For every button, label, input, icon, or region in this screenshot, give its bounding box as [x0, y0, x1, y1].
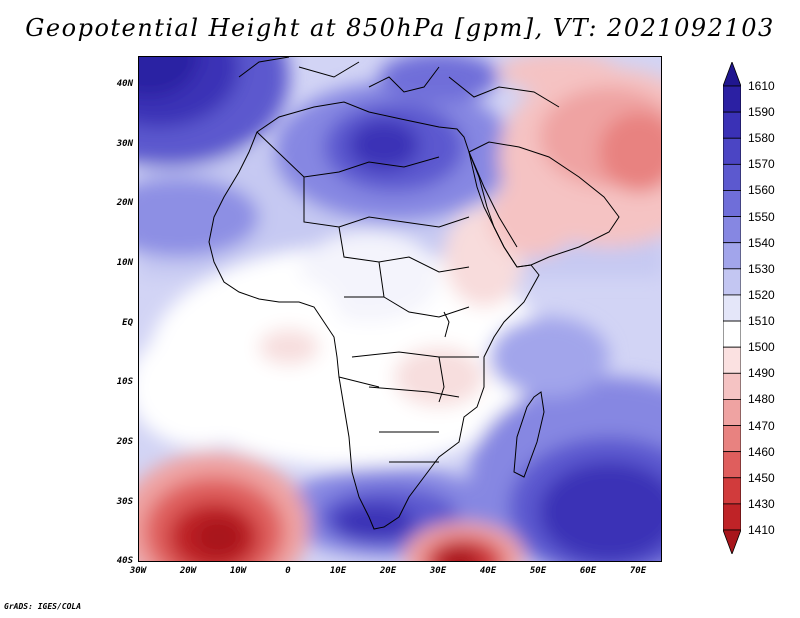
lat-label-20n: 20N [116, 198, 133, 208]
colorbar-label: 1490 [748, 366, 775, 381]
lat-label-20s: 20S [116, 437, 133, 447]
colorbar [723, 62, 741, 554]
lat-label-10s: 10S [116, 377, 133, 387]
lon-label-60e: 60E [579, 566, 597, 576]
colorbar-label: 1410 [748, 523, 775, 537]
colorbar-label: 1500 [748, 340, 775, 355]
coastlines [208, 57, 620, 530]
colorbar-label: 1610 [748, 79, 775, 93]
colorbar-top-arrow [723, 62, 741, 87]
colorbar-segment [723, 242, 741, 270]
lat-label-30n: 30N [116, 139, 133, 149]
colorbar-segment [723, 451, 741, 479]
lon-label-20e: 20E [379, 566, 397, 576]
lon-label-10w: 10W [229, 566, 247, 576]
colorbar-label: 1530 [748, 261, 775, 276]
credit-text: GrADS: IGES/COLA [4, 602, 82, 611]
colorbar-bottom-arrow [723, 529, 741, 554]
colorbar-label: 1580 [748, 131, 775, 146]
lat-label-eq: EQ [122, 318, 133, 328]
lon-label-30w: 30W [129, 566, 147, 576]
lat-label-40n: 40N [116, 79, 133, 89]
colorbar-label: 1550 [748, 209, 775, 224]
colorbar-segment [723, 320, 741, 348]
colorbar-label: 1430 [748, 496, 775, 511]
colorbar-label: 1480 [748, 392, 775, 407]
colorbar-segment [723, 294, 741, 322]
colorbar-label: 1470 [748, 418, 775, 433]
lat-label-10n: 10N [116, 258, 133, 268]
colorbar-segment [723, 346, 741, 374]
colorbar-segment [723, 85, 741, 113]
colorbar-label: 1450 [748, 470, 775, 485]
colorbar-label: 1560 [748, 183, 775, 198]
lat-label-40s: 40S [116, 556, 133, 566]
lon-label-20w: 20W [179, 566, 197, 576]
colorbar-segment [723, 268, 741, 296]
colorbar-segment [723, 372, 741, 400]
colorbar-label: 1540 [748, 235, 775, 250]
colorbar-segment [723, 137, 741, 165]
map-title: Geopotential Height at 850hPa [gpm], VT:… [25, 14, 775, 42]
colorbar-segment [723, 111, 741, 139]
colorbar-label: 1510 [748, 314, 775, 329]
colorbar-label: 1570 [748, 157, 775, 172]
geopotential-field [139, 57, 661, 561]
lon-label-0: 0 [285, 566, 291, 576]
lon-label-10e: 10E [329, 566, 347, 576]
colorbar-label: 1460 [748, 444, 775, 459]
lat-label-30s: 30S [116, 497, 133, 507]
colorbar-label: 1590 [748, 105, 775, 120]
lon-label-70e: 70E [629, 566, 647, 576]
colorbar-label: 1520 [748, 287, 775, 302]
colorbar-segment [723, 190, 741, 217]
colorbar-segment [723, 216, 741, 244]
colorbar-segment [723, 503, 741, 531]
colorbar-segment [723, 163, 741, 191]
lon-label-50e: 50E [529, 566, 547, 576]
colorbar-segment [723, 477, 741, 505]
colorbar-segment [723, 425, 741, 453]
colorbar-segment [723, 399, 741, 426]
lon-label-30e: 30E [429, 566, 447, 576]
map-panel [138, 56, 662, 562]
lon-label-40e: 40E [479, 566, 497, 576]
